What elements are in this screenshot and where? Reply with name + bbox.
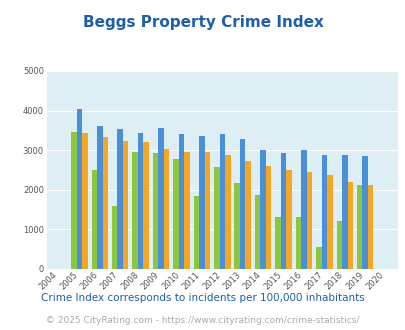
Bar bbox=[97, 126, 102, 269]
Text: Crime Index corresponds to incidents per 100,000 inhabitants: Crime Index corresponds to incidents per… bbox=[41, 293, 364, 303]
Bar bbox=[234, 183, 239, 269]
Bar bbox=[362, 156, 367, 269]
Bar bbox=[254, 195, 260, 269]
Text: © 2025 CityRating.com - https://www.cityrating.com/crime-statistics/: © 2025 CityRating.com - https://www.city… bbox=[46, 316, 359, 325]
Bar bbox=[71, 132, 77, 269]
Bar bbox=[158, 128, 163, 269]
Bar bbox=[306, 172, 311, 269]
Bar bbox=[117, 129, 123, 269]
Bar bbox=[295, 217, 301, 269]
Bar bbox=[326, 176, 332, 269]
Bar bbox=[367, 185, 373, 269]
Bar bbox=[275, 217, 280, 269]
Bar bbox=[132, 152, 138, 269]
Bar bbox=[260, 150, 265, 269]
Bar bbox=[341, 155, 347, 269]
Bar bbox=[152, 153, 158, 269]
Bar bbox=[163, 148, 169, 269]
Bar bbox=[204, 152, 210, 269]
Bar bbox=[193, 196, 198, 269]
Bar bbox=[280, 153, 286, 269]
Bar bbox=[265, 166, 271, 269]
Bar bbox=[143, 142, 149, 269]
Bar bbox=[321, 155, 326, 269]
Bar bbox=[102, 137, 108, 269]
Text: Beggs Property Crime Index: Beggs Property Crime Index bbox=[82, 15, 323, 30]
Bar bbox=[245, 161, 250, 269]
Bar bbox=[173, 159, 178, 269]
Bar bbox=[347, 182, 352, 269]
Bar bbox=[301, 150, 306, 269]
Bar bbox=[219, 134, 224, 269]
Bar bbox=[112, 206, 117, 269]
Bar bbox=[198, 136, 204, 269]
Bar bbox=[138, 133, 143, 269]
Bar bbox=[82, 133, 87, 269]
Bar bbox=[286, 170, 291, 269]
Bar bbox=[178, 134, 184, 269]
Bar bbox=[315, 247, 321, 269]
Bar bbox=[91, 170, 97, 269]
Bar bbox=[77, 109, 82, 269]
Bar bbox=[224, 155, 230, 269]
Bar bbox=[123, 141, 128, 269]
Bar bbox=[336, 221, 341, 269]
Bar bbox=[213, 167, 219, 269]
Bar bbox=[356, 185, 362, 269]
Bar bbox=[184, 152, 189, 269]
Bar bbox=[239, 139, 245, 269]
